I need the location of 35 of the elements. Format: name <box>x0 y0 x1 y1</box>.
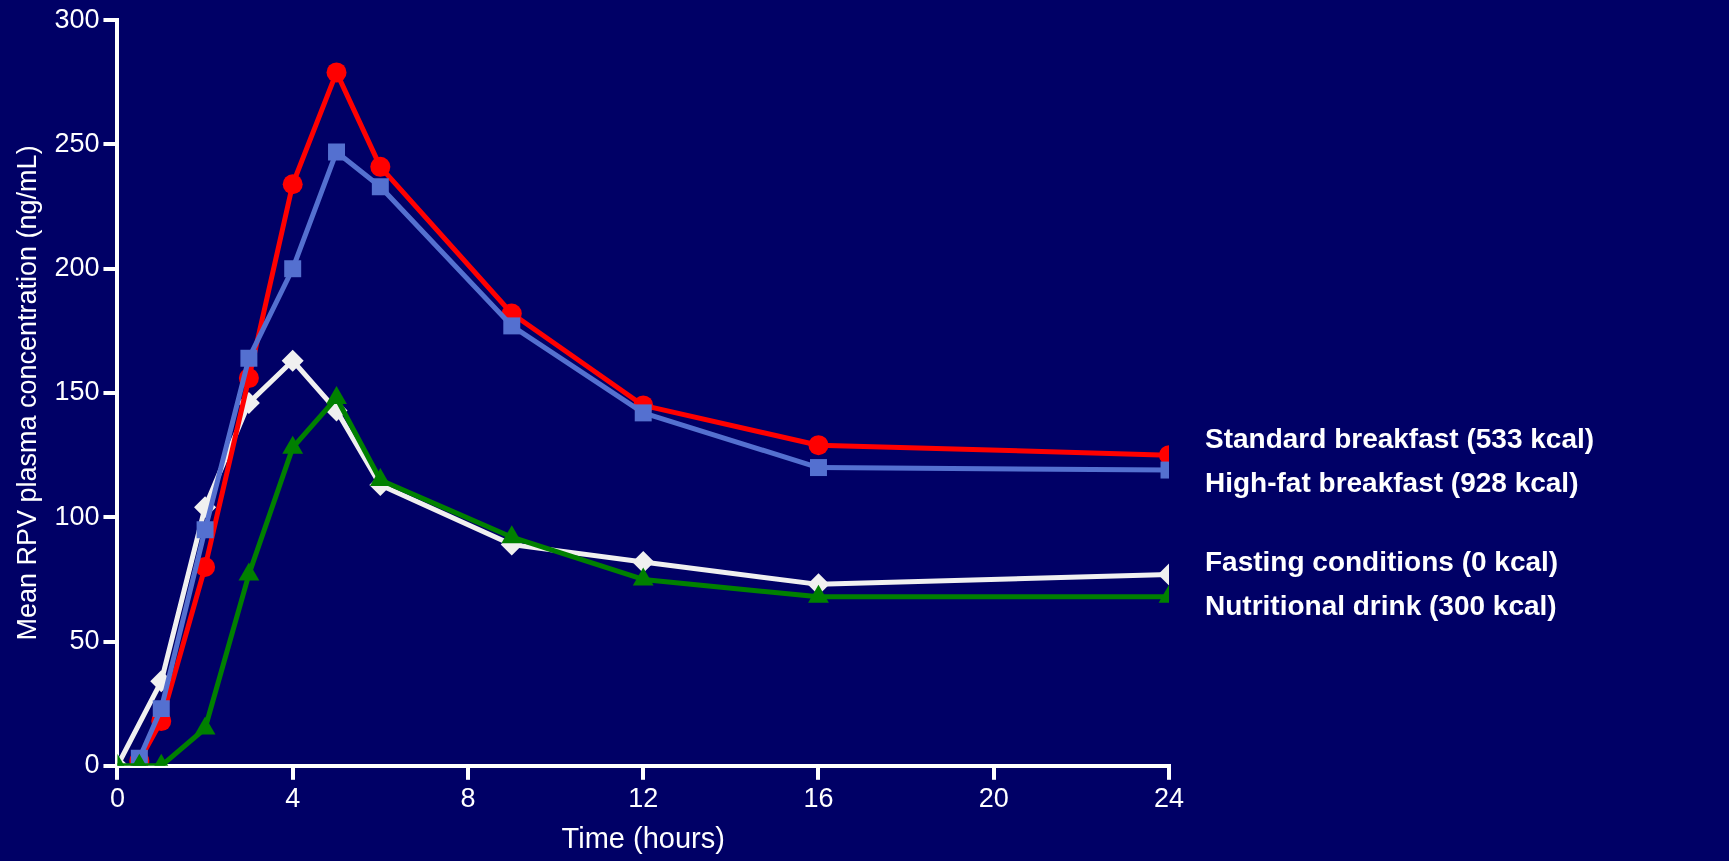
y-axis-title: Mean RPV plasma concentration (ng/mL) <box>11 145 42 641</box>
x-tick-label: 0 <box>109 783 125 814</box>
point <box>808 435 829 456</box>
y-tick-label: 100 <box>54 500 100 531</box>
x-tick-label: 24 <box>1153 783 1185 814</box>
point <box>196 521 214 539</box>
x-tick-label: 20 <box>978 783 1009 814</box>
point <box>281 349 304 372</box>
series-label: High-fat breakfast (928 kcal) <box>1205 467 1579 499</box>
point <box>503 317 521 335</box>
point <box>152 700 170 718</box>
point <box>284 260 302 278</box>
y-tick-label: 150 <box>54 376 100 407</box>
point <box>282 174 303 195</box>
x-tick-label: 12 <box>628 783 659 814</box>
point <box>632 551 655 573</box>
series-label: Nutritional drink (300 kcal) <box>1205 590 1557 622</box>
point <box>240 349 258 367</box>
y-tick-label: 200 <box>54 252 100 283</box>
y-tick-label: 0 <box>84 749 100 780</box>
point <box>370 156 391 177</box>
x-axis-title: Time (hours) <box>561 821 725 854</box>
y-tick-label: 50 <box>69 624 100 655</box>
point <box>326 62 347 83</box>
point <box>328 143 346 161</box>
point <box>810 459 827 477</box>
series-label: Fasting conditions (0 kcal) <box>1205 546 1559 578</box>
point <box>634 404 652 422</box>
y-tick-label: 300 <box>54 3 100 34</box>
y-tick-label: 250 <box>54 127 100 158</box>
x-tick-label: 4 <box>285 783 301 814</box>
point <box>371 178 389 196</box>
x-tick-label: 16 <box>803 783 834 814</box>
x-tick-label: 8 <box>460 783 476 814</box>
series-label: Standard breakfast (533 kcal) <box>1205 423 1595 455</box>
